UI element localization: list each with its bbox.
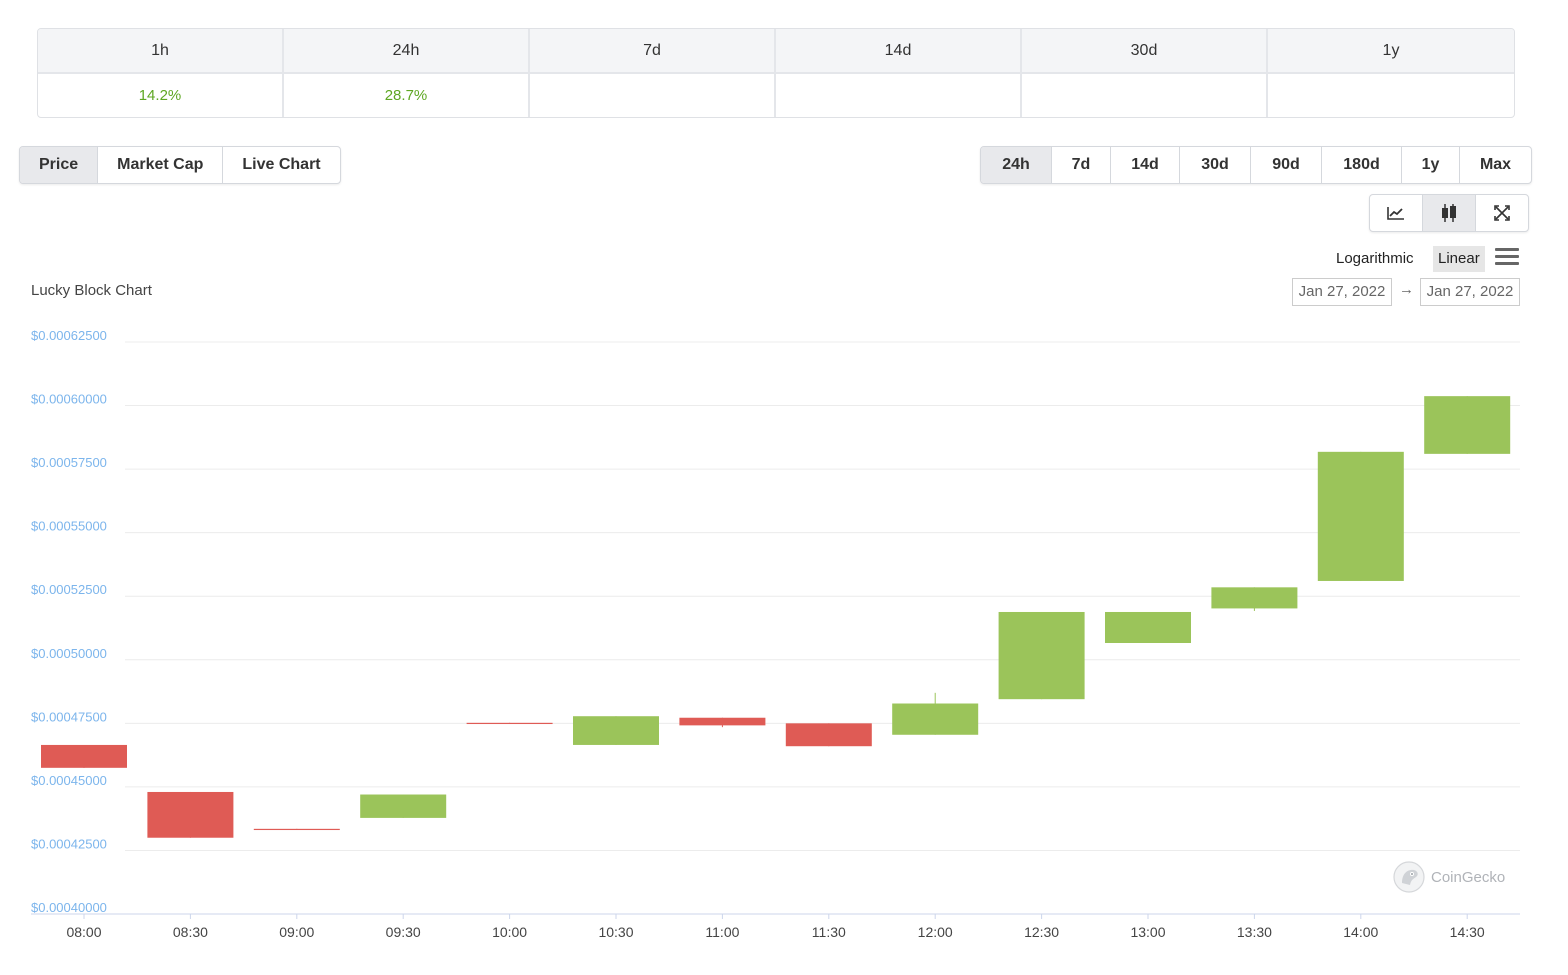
change-value-7d bbox=[530, 74, 776, 117]
candle-body bbox=[1211, 587, 1298, 609]
date-to-input[interactable]: Jan 27, 2022 bbox=[1420, 278, 1520, 306]
fullscreen-button[interactable] bbox=[1476, 195, 1528, 231]
hamburger-menu-icon[interactable] bbox=[1495, 248, 1519, 268]
scale-logarithmic[interactable]: Logarithmic bbox=[1336, 250, 1414, 267]
x-tick-label: 13:00 bbox=[1130, 924, 1165, 940]
tab-market-cap[interactable]: Market Cap bbox=[98, 147, 224, 183]
x-tick-label: 09:30 bbox=[386, 924, 421, 940]
range-30d[interactable]: 30d bbox=[1180, 147, 1251, 183]
candle-body bbox=[147, 791, 234, 838]
range-7d[interactable]: 7d bbox=[1052, 147, 1111, 183]
y-tick-label: $0.00055000 bbox=[31, 519, 107, 534]
change-header-30d: 30d bbox=[1022, 29, 1268, 74]
range-24h[interactable]: 24h bbox=[981, 147, 1052, 183]
menu-line bbox=[1495, 248, 1519, 251]
coingecko-watermark: CoinGecko bbox=[1393, 861, 1505, 893]
line-chart-icon bbox=[1387, 207, 1404, 220]
date-from-input[interactable]: Jan 27, 2022 bbox=[1292, 278, 1392, 306]
change-header-1y: 1y bbox=[1268, 29, 1514, 74]
change-header-14d: 14d bbox=[776, 29, 1022, 74]
range-180d[interactable]: 180d bbox=[1322, 147, 1402, 183]
x-tick-label: 14:30 bbox=[1450, 924, 1485, 940]
y-tick-label: $0.00042500 bbox=[31, 836, 107, 851]
expand-icon bbox=[1494, 205, 1510, 221]
change-value-14d bbox=[776, 74, 1022, 117]
x-tick-label: 08:30 bbox=[173, 924, 208, 940]
date-arrow-icon: → bbox=[1399, 281, 1414, 298]
candle-body bbox=[360, 794, 447, 818]
chart-type-tabs: Price Market Cap Live Chart bbox=[19, 146, 341, 184]
candle-body bbox=[892, 703, 979, 735]
tab-price[interactable]: Price bbox=[20, 147, 99, 183]
x-tick-label: 11:00 bbox=[705, 924, 739, 940]
change-value-1h: 14.2% bbox=[38, 74, 284, 117]
range-1y[interactable]: 1y bbox=[1402, 147, 1460, 183]
change-header-1h: 1h bbox=[38, 29, 284, 74]
range-90d[interactable]: 90d bbox=[1251, 147, 1322, 183]
candle-body bbox=[253, 828, 340, 831]
x-tick-label: 12:00 bbox=[918, 924, 953, 940]
x-tick-label: 13:30 bbox=[1237, 924, 1272, 940]
candle-body bbox=[998, 611, 1085, 700]
y-tick-label: $0.00062500 bbox=[31, 328, 107, 343]
price-change-table: 1h 24h 7d 14d 30d 1y 14.2% 28.7% bbox=[37, 28, 1515, 118]
chart-view-buttons bbox=[1369, 194, 1529, 232]
y-tick-label: $0.00047500 bbox=[31, 709, 107, 724]
chart-title: Lucky Block Chart bbox=[31, 282, 152, 299]
change-header-7d: 7d bbox=[530, 29, 776, 74]
candle-body bbox=[41, 744, 127, 768]
change-value-24h: 28.7% bbox=[284, 74, 530, 117]
candle-body bbox=[679, 717, 766, 726]
y-tick-label: $0.00050000 bbox=[31, 646, 107, 661]
x-tick-label: 10:00 bbox=[492, 924, 527, 940]
scale-linear[interactable]: Linear bbox=[1433, 246, 1485, 272]
x-tick-label: 08:00 bbox=[66, 924, 101, 940]
menu-line bbox=[1495, 255, 1519, 258]
candle-body bbox=[785, 723, 872, 747]
change-value-30d bbox=[1022, 74, 1268, 117]
range-14d[interactable]: 14d bbox=[1111, 147, 1180, 183]
candlestick-icon bbox=[1442, 204, 1456, 222]
candlestick-button[interactable] bbox=[1423, 195, 1476, 231]
y-tick-label: $0.00060000 bbox=[31, 392, 107, 407]
time-range-tabs: 24h 7d 14d 30d 90d 180d 1y Max bbox=[980, 146, 1532, 184]
watermark-text: CoinGecko bbox=[1431, 868, 1506, 886]
candle-body bbox=[1317, 451, 1404, 581]
candle-body bbox=[573, 716, 659, 745]
tab-live-chart[interactable]: Live Chart bbox=[242, 156, 321, 173]
x-tick-label: 11:30 bbox=[812, 924, 846, 940]
candle-body bbox=[466, 722, 553, 725]
y-tick-label: $0.00045000 bbox=[31, 773, 107, 788]
menu-line bbox=[1495, 262, 1519, 265]
x-tick-label: 09:00 bbox=[279, 924, 314, 940]
x-tick-label: 14:00 bbox=[1343, 924, 1378, 940]
y-tick-label: $0.00040000 bbox=[31, 900, 107, 915]
x-tick-label: 10:30 bbox=[598, 924, 633, 940]
candle-body bbox=[1424, 396, 1511, 454]
gecko-logo-icon bbox=[1393, 861, 1425, 893]
change-header-24h: 24h bbox=[284, 29, 530, 74]
x-tick-label: 12:30 bbox=[1024, 924, 1059, 940]
y-tick-label: $0.00057500 bbox=[31, 455, 107, 470]
range-max[interactable]: Max bbox=[1479, 156, 1512, 173]
candle-body bbox=[1105, 611, 1191, 643]
y-tick-label: $0.00052500 bbox=[31, 582, 107, 597]
line-chart-button[interactable] bbox=[1370, 195, 1423, 231]
